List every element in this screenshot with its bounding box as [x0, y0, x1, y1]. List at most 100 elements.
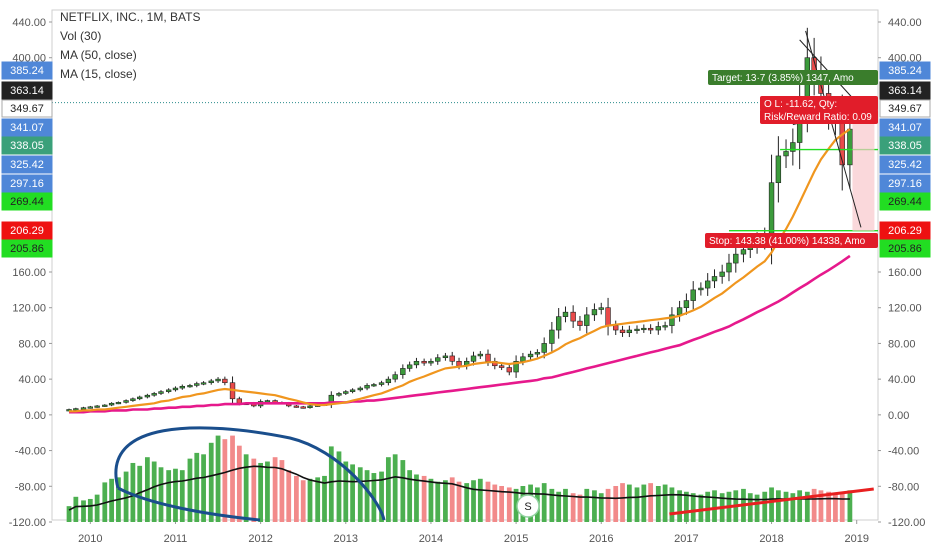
volume-bar — [251, 458, 257, 522]
price-badge-label: 385.24 — [10, 65, 44, 77]
price-candle — [577, 320, 583, 326]
volume-bar — [655, 486, 661, 522]
x-tick-label: 2016 — [589, 533, 613, 545]
price-badge-left — [1, 239, 53, 258]
s-marker-label: S — [524, 501, 531, 513]
volume-bar — [315, 477, 321, 522]
volume-bar — [272, 457, 278, 522]
price-badge-label: 325.42 — [10, 159, 44, 171]
price-candle — [94, 405, 100, 408]
stop-tag-bg — [705, 233, 878, 248]
x-tick-label: 2012 — [248, 533, 272, 545]
price-badge-right — [879, 136, 931, 155]
target-tag: Target: 13·7 (3.85%) 1347, Amo — [712, 73, 854, 84]
volume-bar — [747, 493, 753, 522]
volume-ma-line — [68, 465, 850, 511]
price-candle — [300, 406, 306, 409]
price-badge-label: 338.05 — [10, 140, 44, 152]
volume-bar — [754, 494, 760, 522]
left-tick-label: 0.00 — [25, 410, 46, 422]
price-badge-right — [879, 99, 931, 118]
risk-reward-tag-bg — [760, 109, 878, 124]
volume-bar — [343, 461, 349, 522]
volume-bar — [669, 487, 675, 522]
right-tick-label: 0.00 — [888, 410, 909, 422]
price-candle — [527, 353, 534, 358]
price-candle — [449, 355, 455, 362]
volume-bar — [626, 484, 632, 522]
left-tick-label: -40.00 — [15, 446, 46, 458]
price-candle — [151, 393, 157, 396]
volume-bar — [847, 490, 853, 522]
volume-bar — [230, 435, 235, 522]
price-candle — [534, 352, 541, 355]
price-candle — [683, 300, 690, 309]
volume-bar — [286, 470, 292, 522]
x-tick-label: 2018 — [759, 533, 783, 545]
price-candle — [108, 402, 115, 406]
x-tick-label: 2015 — [504, 533, 528, 545]
volume-bar — [328, 446, 334, 522]
price-candle — [392, 374, 398, 380]
price-badge-left — [1, 221, 53, 240]
price-candle — [485, 353, 491, 362]
volume-bar — [677, 490, 682, 522]
price-candle — [400, 368, 406, 375]
price-candle — [115, 402, 122, 405]
price-candle — [378, 382, 385, 385]
price-badge-left — [1, 174, 53, 193]
legend-volume[interactable]: Vol (30) — [60, 29, 102, 43]
volume-bar — [804, 491, 810, 522]
price-candle — [222, 378, 228, 384]
price-candle — [470, 355, 477, 362]
volume-bar — [350, 464, 355, 522]
risk-reward-tag: Risk/Reward Ratio: 0.09 — [764, 112, 872, 123]
price-candle — [421, 360, 427, 364]
price-candle — [123, 400, 129, 403]
price-badge-label: 338.05 — [888, 140, 922, 152]
price-candle — [349, 389, 356, 392]
price-candle — [102, 404, 108, 407]
price-candle — [80, 407, 87, 410]
x-tick-label: 2017 — [674, 533, 698, 545]
price-badge-label: 349.67 — [888, 103, 922, 115]
right-tick-label: 40.00 — [888, 374, 916, 386]
volume-bar — [428, 478, 434, 522]
price-candle — [549, 329, 555, 344]
right-tick-label: -80.00 — [888, 481, 919, 493]
x-tick-label: 2011 — [164, 533, 188, 545]
price-candle — [357, 387, 363, 391]
volume-bar — [279, 460, 285, 522]
price-candle — [513, 360, 519, 373]
legend-ma50[interactable]: MA (50, close) — [60, 48, 137, 62]
volume-bar — [414, 474, 419, 522]
chart-legend: NETFLIX, INC., 1M, BATS Vol (30) MA (50,… — [60, 8, 200, 84]
volume-bar — [392, 454, 398, 522]
volume-bar — [407, 470, 413, 522]
volume-bar — [698, 494, 704, 522]
price-candle — [371, 384, 377, 387]
volume-bar — [690, 493, 696, 522]
price-candle — [719, 271, 725, 277]
price-candle — [647, 327, 654, 331]
price-candle — [165, 389, 172, 392]
price-candle — [839, 119, 845, 166]
legend-ma15[interactable]: MA (15, close) — [60, 67, 137, 81]
price-badge-label: 341.07 — [888, 122, 922, 134]
volume-bar — [443, 480, 448, 522]
price-candle — [144, 394, 151, 398]
price-candle — [406, 364, 413, 369]
ma50-line — [69, 254, 851, 414]
right-tick-label: 120.00 — [888, 303, 922, 315]
price-candle — [726, 262, 732, 273]
price-badge-label: 269.44 — [10, 196, 44, 208]
volume-bar — [556, 491, 562, 522]
price-candle — [775, 155, 782, 184]
right-tick-label: 80.00 — [888, 338, 916, 350]
price-candle — [236, 398, 243, 404]
left-tick-label: -80.00 — [15, 481, 46, 493]
price-candle — [456, 360, 462, 367]
volume-bar — [471, 480, 476, 522]
volume-bar — [265, 461, 270, 522]
